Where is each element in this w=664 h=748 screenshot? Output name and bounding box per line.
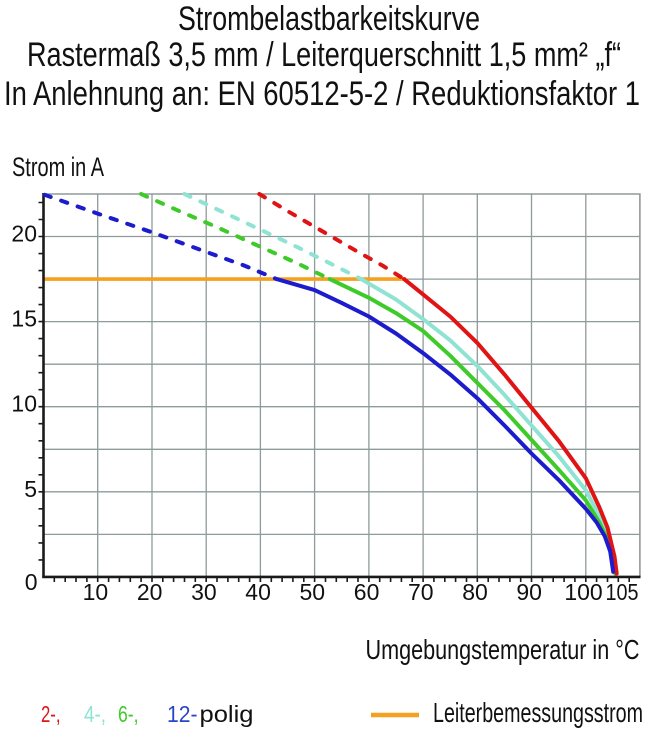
svg-text:0: 0	[25, 569, 38, 595]
svg-text:90: 90	[516, 579, 542, 605]
svg-text:5: 5	[24, 476, 37, 502]
svg-text:80: 80	[462, 579, 488, 605]
svg-text:4-,: 4-,	[84, 701, 106, 727]
svg-text:12-: 12-	[167, 701, 198, 727]
svg-text:In Anlehnung an: EN 60512-5-2: In Anlehnung an: EN 60512-5-2 / Reduktio…	[4, 75, 640, 113]
svg-text:40: 40	[245, 579, 271, 605]
svg-text:100: 100	[564, 579, 602, 605]
svg-text:20: 20	[11, 221, 37, 247]
svg-text:Leiterbemessungsstrom: Leiterbemessungsstrom	[433, 697, 643, 728]
svg-text:Strom in A: Strom in A	[12, 152, 104, 182]
svg-text:Umgebungstemperatur in °C: Umgebungstemperatur in °C	[366, 634, 640, 665]
svg-text:Rastermaß 3,5 mm / Leiterquers: Rastermaß 3,5 mm / Leiterquerschnitt 1,5…	[27, 36, 621, 74]
svg-text:70: 70	[408, 579, 434, 605]
svg-text:50: 50	[300, 579, 326, 605]
svg-text:6-,: 6-,	[118, 701, 139, 727]
svg-text:10: 10	[83, 579, 109, 605]
svg-text:30: 30	[191, 579, 217, 605]
svg-text:10: 10	[11, 391, 37, 417]
svg-text:20: 20	[137, 579, 163, 605]
svg-text:60: 60	[354, 579, 380, 605]
svg-text:2-,: 2-,	[41, 701, 61, 727]
svg-text:polig: polig	[200, 701, 254, 727]
svg-text:15: 15	[11, 306, 37, 332]
svg-text:105: 105	[606, 579, 639, 605]
svg-text:Strombelastbarkeitskurve: Strombelastbarkeitskurve	[178, 0, 480, 38]
